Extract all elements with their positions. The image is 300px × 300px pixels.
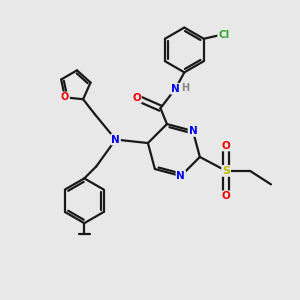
Text: O: O <box>222 140 230 151</box>
Text: O: O <box>61 92 69 102</box>
Text: N: N <box>176 171 185 181</box>
Text: N: N <box>188 126 197 136</box>
Text: S: S <box>222 166 230 176</box>
Text: H: H <box>181 83 189 93</box>
Text: Cl: Cl <box>218 30 230 40</box>
Text: N: N <box>171 84 180 94</box>
Text: O: O <box>132 93 141 103</box>
Text: N: N <box>111 134 120 145</box>
Text: O: O <box>222 191 230 201</box>
